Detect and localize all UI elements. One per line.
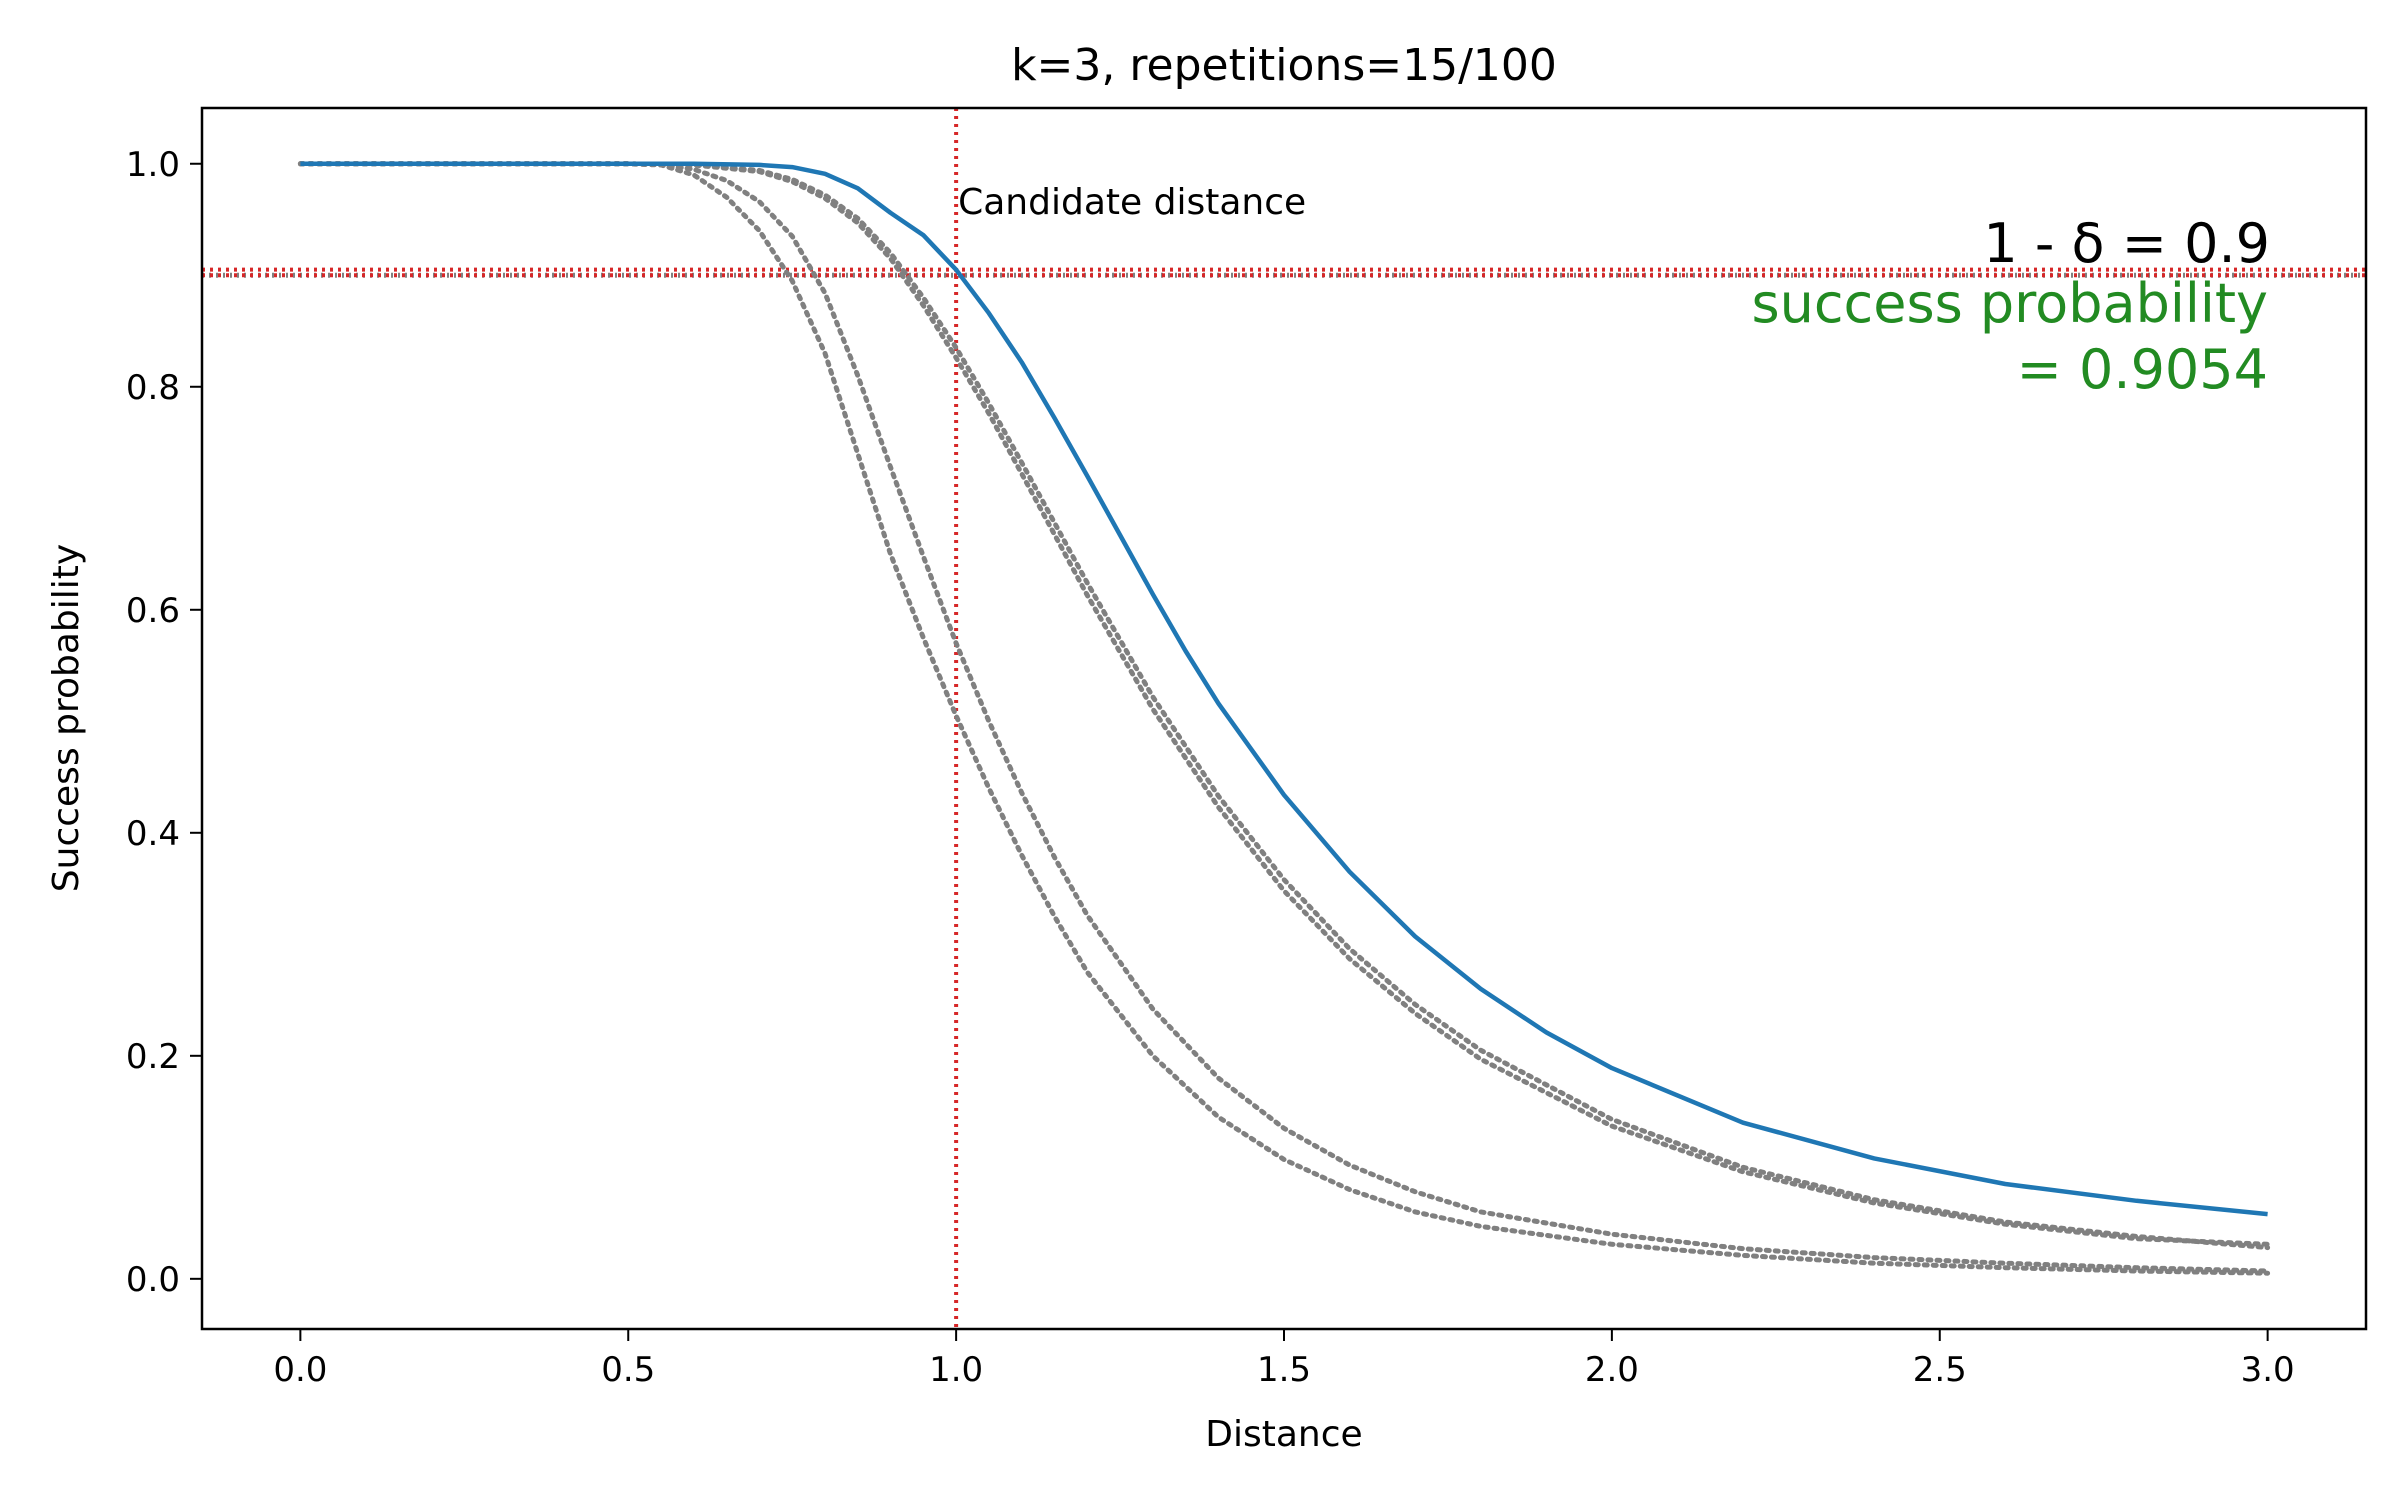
x-tick-label: 0.5 bbox=[601, 1350, 655, 1390]
chart-title: k=3, repetitions=15/100 bbox=[1011, 40, 1557, 91]
reference-series-line-3 bbox=[297, 161, 2271, 1276]
main-series-line bbox=[300, 161, 2268, 1217]
x-axis-label: Distance bbox=[1205, 1414, 1362, 1455]
y-tick-label: 0.6 bbox=[126, 591, 180, 631]
success-probability-value-annotation: = 0.9054 bbox=[2017, 338, 2268, 401]
y-tick-label: 0.8 bbox=[126, 368, 180, 408]
reference-series-line-4 bbox=[297, 161, 2271, 1274]
x-tick-label: 2.5 bbox=[1913, 1350, 1967, 1390]
x-axis-ticks: 0.0 0.5 1.0 1.5 2.0 2.5 3.0 bbox=[273, 1329, 2295, 1390]
delta-threshold-annotation: 1 - δ = 0.9 bbox=[1983, 212, 2270, 275]
x-tick-label: 0.0 bbox=[273, 1350, 327, 1390]
y-tick-label: 0.4 bbox=[126, 814, 180, 854]
y-tick-label: 0.2 bbox=[126, 1037, 180, 1077]
x-tick-label: 1.0 bbox=[929, 1350, 983, 1390]
x-tick-label: 1.5 bbox=[1257, 1350, 1311, 1390]
candidate-distance-annotation: Candidate distance bbox=[958, 182, 1306, 223]
y-axis-label: Success probability bbox=[46, 544, 87, 892]
reference-series-line-2 bbox=[297, 161, 2271, 1247]
success-probability-annotation: success probability bbox=[1751, 272, 2268, 335]
x-tick-label: 3.0 bbox=[2241, 1350, 2295, 1390]
reference-series-line-1 bbox=[297, 161, 2271, 1251]
y-axis-ticks: 0.0 0.2 0.4 0.6 0.8 1.0 bbox=[126, 145, 202, 1300]
x-tick-label: 2.0 bbox=[1585, 1350, 1639, 1390]
y-tick-label: 0.0 bbox=[126, 1260, 180, 1300]
y-tick-label: 1.0 bbox=[126, 145, 180, 185]
